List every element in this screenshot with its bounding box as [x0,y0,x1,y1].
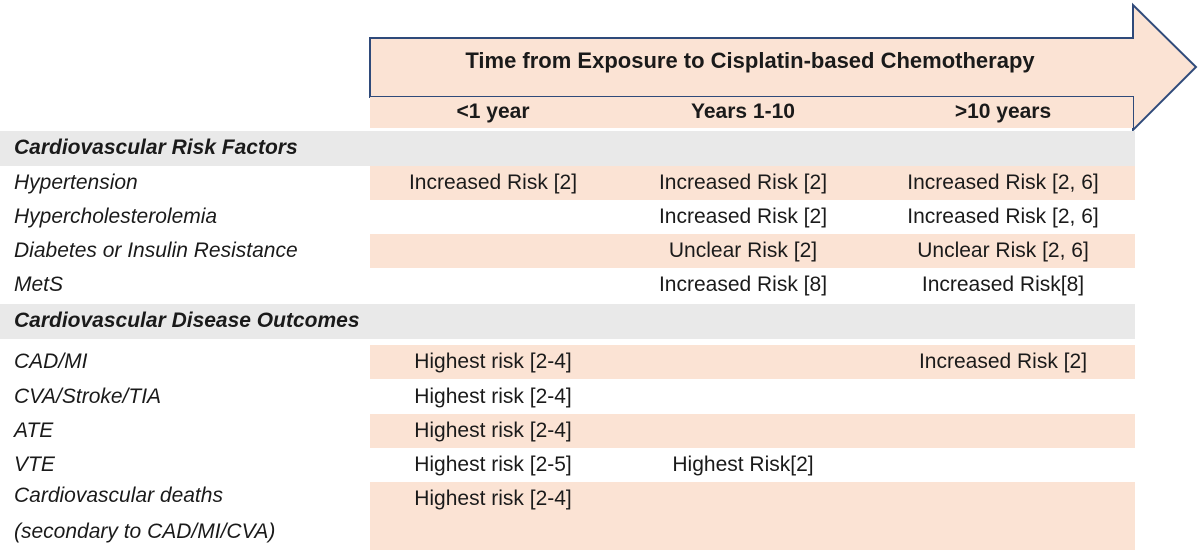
table-row: Diabetes or Insulin Resistance Unclear R… [0,234,1135,268]
risk-cell: Highest risk [2-4] [414,350,572,373]
section-title: Cardiovascular Disease Outcomes [14,309,360,332]
risk-cell: Highest risk [2-5] [414,453,572,476]
table-row: VTE Highest risk [2-5] Highest Risk[2] [0,448,1135,482]
table-row: CVA/Stroke/TIA Highest risk [2-4] [0,380,1135,414]
row-label: CAD/MI [14,350,88,373]
row-label: VTE [14,453,55,476]
row-label: Diabetes or Insulin Resistance [14,239,298,262]
row-label: Hypercholesterolemia [14,205,218,228]
row-label: Hypertension [14,171,138,194]
timeline-title: Time from Exposure to Cisplatin-based Ch… [465,48,1035,73]
risk-cell: Unclear Risk [2, 6] [917,239,1089,262]
risk-cell: Increased Risk [2, 6] [907,205,1099,228]
risk-cell: Highest risk [2-4] [414,419,572,442]
risk-cell: Highest Risk[2] [672,453,814,476]
column-header-gt10: >10 years [954,100,1052,123]
table-row: Hypercholesterolemia Increased Risk [2] … [0,200,1135,234]
risk-cell: Increased Risk[8] [921,273,1085,296]
risk-cell: Highest risk [2-4] [414,487,572,510]
risk-cell: Increased Risk [8] [658,273,828,296]
risk-cell: Highest risk [2-4] [414,385,572,408]
risk-cell: Increased Risk [2] [408,171,578,194]
section-title: Cardiovascular Risk Factors [14,136,298,159]
table-row: Hypertension Increased Risk [2] Increase… [0,166,1135,200]
timeline-arrow [369,2,1198,133]
row-label: ATE [14,419,54,442]
risk-cell: Increased Risk [2] [658,205,828,228]
section-risk-factors: Cardiovascular Risk Factors [0,131,1135,166]
table-row: Cardiovascular deaths (secondary to CAD/… [0,482,1135,550]
row-label: CVA/Stroke/TIA [14,385,162,408]
section-disease-outcomes: Cardiovascular Disease Outcomes [0,304,1135,339]
risk-cell: Unclear Risk [2] [668,239,818,262]
risk-cell: Increased Risk [2] [658,171,828,194]
column-header-lt1: <1 year [456,100,530,123]
risk-cell: Increased Risk [2] [918,350,1088,373]
table-row: MetS Increased Risk [8] Increased Risk[8… [0,268,1135,302]
row-label: MetS [14,273,64,296]
row-label: Cardiovascular deaths [14,484,223,507]
table-row: ATE Highest risk [2-4] [0,414,1135,448]
column-header-1-10: Years 1-10 [691,100,795,123]
table-row: CAD/MI Highest risk [2-4] Increased Risk… [0,345,1135,379]
row-label-continued: (secondary to CAD/MI/CVA) [14,520,276,543]
risk-cell: Increased Risk [2, 6] [907,171,1099,194]
